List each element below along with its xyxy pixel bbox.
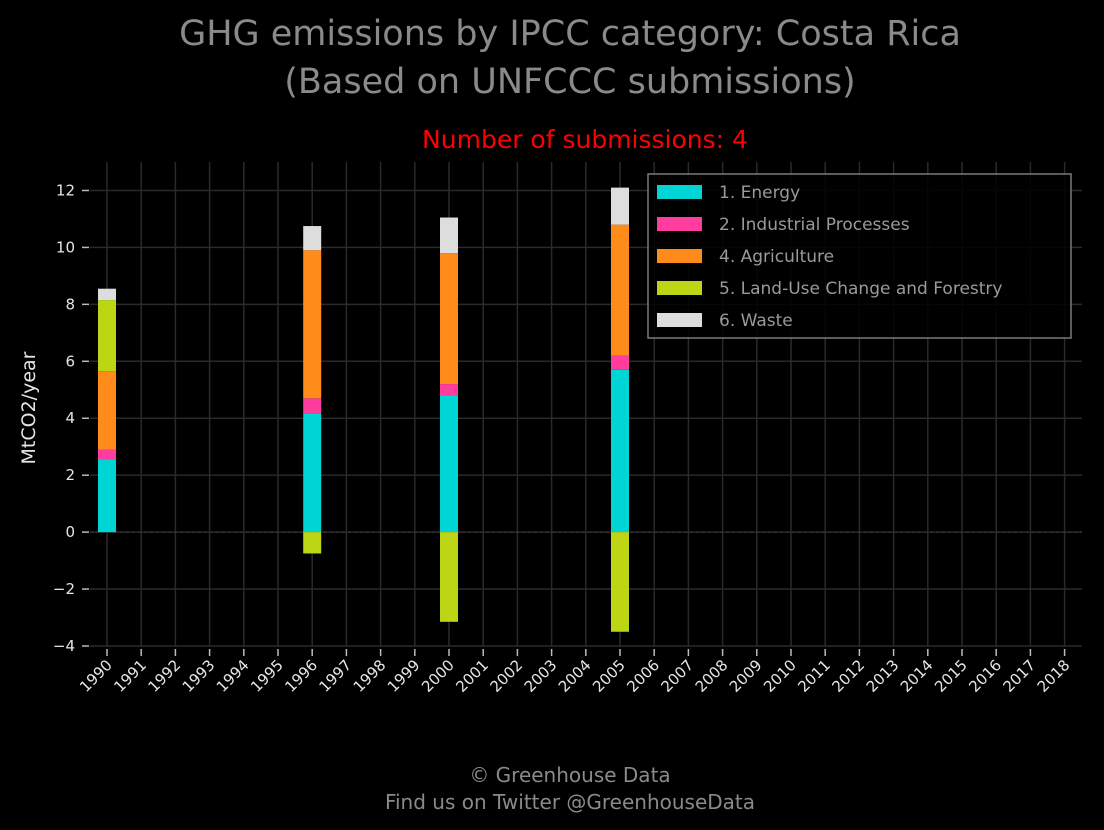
x-tick-label: 2017 xyxy=(999,656,1039,696)
y-tick-label: 4 xyxy=(65,409,75,427)
legend-swatch xyxy=(657,185,702,199)
bar-segment xyxy=(98,288,116,301)
bar-segment xyxy=(440,395,458,533)
x-tick-label: 2010 xyxy=(760,656,800,696)
legend-swatch xyxy=(657,249,702,263)
bar-segment xyxy=(98,459,116,533)
bar-segment xyxy=(611,369,629,533)
x-tick-label: 2005 xyxy=(589,656,629,696)
x-tick-label: 2014 xyxy=(897,656,937,696)
bar-segment xyxy=(440,384,458,396)
x-tick-label: 2012 xyxy=(828,656,868,696)
x-tick-label: 2004 xyxy=(555,656,595,696)
x-tick-label: 2015 xyxy=(931,656,971,696)
y-tick-label: −2 xyxy=(53,580,75,598)
y-tick-label: −4 xyxy=(53,637,75,655)
legend-label: 5. Land-Use Change and Forestry xyxy=(719,279,1002,299)
x-tick-label: 1997 xyxy=(315,656,355,696)
x-tick-label: 1991 xyxy=(110,656,150,696)
bar-segment xyxy=(98,371,116,450)
x-tick-label: 2007 xyxy=(657,656,697,696)
bar-segment xyxy=(303,398,322,414)
x-tick-label: 2002 xyxy=(486,656,526,696)
x-tick-label: 1996 xyxy=(281,656,321,696)
legend-swatch xyxy=(657,281,702,295)
x-tick-label: 2011 xyxy=(794,656,834,696)
bar-segment xyxy=(98,449,116,460)
y-tick-label: 10 xyxy=(56,238,75,256)
x-tick-label: 1998 xyxy=(350,656,390,696)
y-tick-label: 0 xyxy=(65,523,75,541)
chart-title-line2: (Based on UNFCCC submissions) xyxy=(284,62,855,102)
bar-segment xyxy=(440,253,458,385)
x-tick-label: 1994 xyxy=(213,656,253,696)
legend: 1. Energy 2. Industrial Processes 4. Agric… xyxy=(647,173,1072,339)
x-tick-label: 2009 xyxy=(726,656,766,696)
x-tick-label: 2008 xyxy=(692,656,732,696)
x-tick-label: 2003 xyxy=(521,656,561,696)
x-tick-label: 2018 xyxy=(1034,656,1074,696)
chart-subtitle: Number of submissions: 4 xyxy=(422,125,748,154)
bar-segment xyxy=(440,217,458,254)
x-tick-label: 2006 xyxy=(623,656,663,696)
legend-label: 6. Waste xyxy=(719,311,793,331)
footer-twitter: Find us on Twitter @GreenhouseData xyxy=(385,790,755,814)
legend-swatch xyxy=(657,217,702,231)
x-tick-label: 1992 xyxy=(144,656,184,696)
y-tick-label: 8 xyxy=(65,295,75,313)
y-tick-label: 12 xyxy=(56,181,75,199)
bar-segment xyxy=(303,413,322,533)
bar-segment xyxy=(611,355,629,370)
bars xyxy=(98,187,629,632)
x-tick-label: 2013 xyxy=(863,656,903,696)
bar-segment xyxy=(303,226,322,251)
x-tick-label: 1993 xyxy=(179,656,219,696)
legend-label: 1. Energy xyxy=(719,183,800,203)
legend-swatch xyxy=(657,313,702,327)
x-tick-label: 2000 xyxy=(418,656,458,696)
legend-label: 4. Agriculture xyxy=(719,247,834,267)
legend-label: 2. Industrial Processes xyxy=(719,215,910,235)
chart-title-line1: GHG emissions by IPCC category: Costa Ri… xyxy=(179,14,961,54)
bar-segment xyxy=(611,224,629,356)
footer-copyright: © Greenhouse Data xyxy=(469,763,670,787)
bar-segment xyxy=(611,532,629,632)
bar-segment xyxy=(303,250,322,399)
bar-segment xyxy=(611,187,629,225)
y-tick-label: 2 xyxy=(65,466,75,484)
x-tick-label: 2001 xyxy=(452,656,492,696)
bar-segment xyxy=(98,300,116,372)
x-tick-label: 1999 xyxy=(384,656,424,696)
legend-box xyxy=(647,173,1072,339)
bar-segment xyxy=(303,532,322,554)
y-tick-label: 6 xyxy=(65,352,75,370)
x-tick-label: 1990 xyxy=(76,656,116,696)
x-tick-label: 2016 xyxy=(965,656,1005,696)
bar-segment xyxy=(440,532,458,622)
x-tick-label: 1995 xyxy=(247,656,287,696)
y-axis-label: MtCO2/year xyxy=(18,351,40,464)
